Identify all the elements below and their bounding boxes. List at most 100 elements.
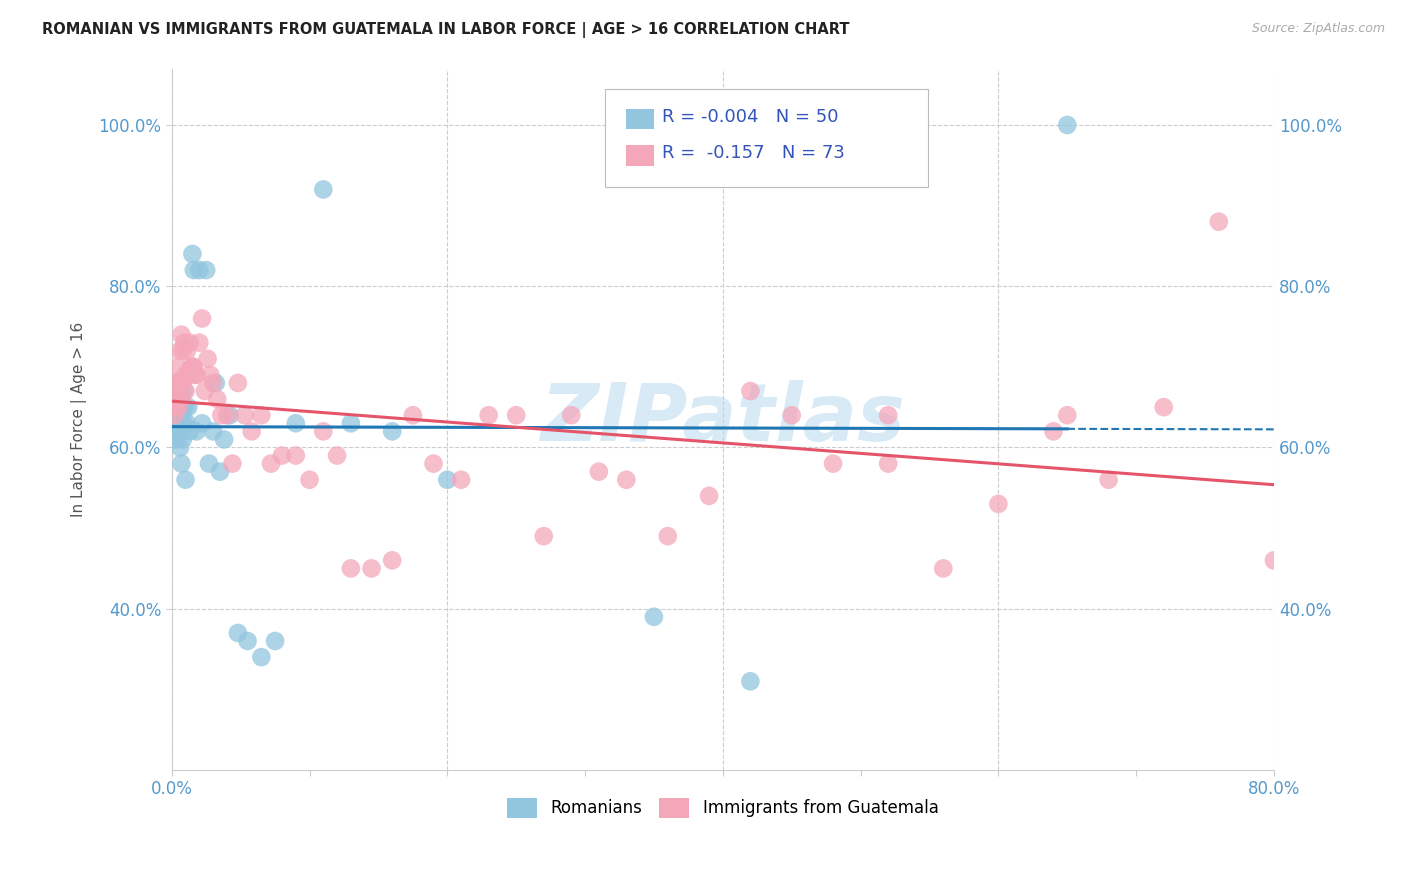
Point [236, 634, 259, 648]
Point [250, 409, 273, 423]
Point [198, 457, 221, 471]
Point [533, 529, 555, 543]
Point [165, 409, 187, 423]
Point [177, 368, 200, 382]
Point [167, 376, 190, 390]
Point [191, 311, 214, 326]
Point [188, 335, 211, 350]
Text: ROMANIAN VS IMMIGRANTS FROM GUATEMALA IN LABOR FORCE | AGE > 16 CORRELATION CHAR: ROMANIAN VS IMMIGRANTS FROM GUATEMALA IN… [42, 22, 849, 38]
Point [780, 409, 803, 423]
Point [170, 392, 193, 406]
Point [180, 359, 202, 374]
Point [169, 376, 191, 390]
Point [191, 417, 214, 431]
Point [505, 409, 527, 423]
Point [1097, 473, 1119, 487]
Point [987, 497, 1010, 511]
Point [173, 384, 195, 398]
Point [740, 384, 762, 398]
Point [823, 457, 845, 471]
Text: Source: ZipAtlas.com: Source: ZipAtlas.com [1251, 22, 1385, 36]
Point [340, 417, 363, 431]
Point [167, 384, 190, 398]
Point [166, 359, 188, 374]
Point [173, 335, 195, 350]
Point [186, 368, 208, 382]
Point [218, 409, 240, 423]
Point [740, 674, 762, 689]
Point [162, 400, 184, 414]
Point [172, 433, 194, 447]
Point [188, 263, 211, 277]
Point [221, 457, 243, 471]
Point [170, 425, 193, 439]
Point [163, 376, 186, 390]
Point [186, 425, 208, 439]
Point [163, 400, 186, 414]
Text: R =  -0.157   N = 73: R = -0.157 N = 73 [662, 145, 845, 162]
Point [166, 392, 188, 406]
Point [167, 400, 190, 414]
Point [284, 417, 307, 431]
Point [226, 376, 249, 390]
Point [170, 457, 193, 471]
Point [162, 417, 184, 431]
Point [877, 457, 900, 471]
Point [212, 433, 235, 447]
Point [478, 409, 501, 423]
Point [172, 400, 194, 414]
Point [250, 650, 273, 665]
Point [173, 417, 195, 431]
Point [181, 359, 204, 374]
Point [264, 634, 287, 648]
Text: R = -0.004   N = 50: R = -0.004 N = 50 [662, 108, 839, 126]
Point [170, 409, 193, 423]
Point [284, 449, 307, 463]
Point [169, 376, 191, 390]
Point [207, 392, 229, 406]
Point [197, 351, 219, 366]
Point [165, 384, 187, 398]
Point [195, 263, 218, 277]
Point [174, 473, 197, 487]
Point [200, 368, 222, 382]
Y-axis label: In Labor Force | Age > 16: In Labor Force | Age > 16 [72, 322, 87, 516]
Point [172, 343, 194, 358]
Point [240, 425, 263, 439]
Point [184, 368, 207, 382]
Point [166, 376, 188, 390]
Point [560, 409, 582, 423]
Point [312, 425, 335, 439]
Point [179, 335, 201, 350]
Point [208, 465, 231, 479]
Point [233, 409, 256, 423]
Point [163, 425, 186, 439]
Point [163, 409, 186, 423]
Point [181, 247, 204, 261]
Point [1153, 400, 1175, 414]
Point [209, 409, 232, 423]
Point [205, 376, 228, 390]
Point [1042, 425, 1064, 439]
Point [381, 425, 404, 439]
Point [165, 433, 187, 447]
Point [643, 609, 665, 624]
Point [360, 561, 382, 575]
Point [588, 465, 610, 479]
Point [169, 343, 191, 358]
Point [202, 376, 225, 390]
Point [381, 553, 404, 567]
Point [165, 392, 187, 406]
Point [1263, 553, 1285, 567]
Text: ZIPatlas: ZIPatlas [540, 380, 905, 458]
Point [657, 529, 679, 543]
Point [194, 384, 217, 398]
Point [1208, 215, 1230, 229]
Point [202, 425, 225, 439]
Point [176, 417, 198, 431]
Point [174, 368, 197, 382]
Point [174, 400, 197, 414]
Point [436, 473, 458, 487]
Point [616, 473, 638, 487]
Point [298, 473, 321, 487]
